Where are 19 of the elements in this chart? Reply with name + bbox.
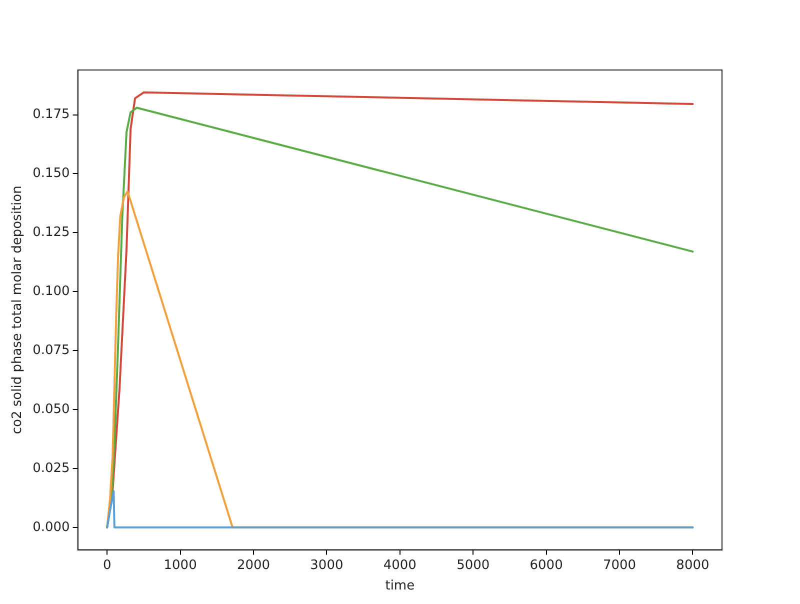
y-tick-label: 0.100 [32,284,70,300]
y-tick-label: 0.075 [32,342,70,358]
x-tick-label: 4000 [383,558,416,573]
x-tick-label: 6000 [530,558,563,573]
x-tick-label: 5000 [456,558,490,573]
x-tick-label: 7000 [602,558,636,573]
y-tick-label: 0.150 [32,166,70,182]
y-tick-label: 0.000 [32,520,70,535]
y-tick-label: 0.175 [32,107,70,122]
y-axis-title: co2 solid phase total molar deposition [10,186,26,434]
x-tick-label: 2000 [236,558,270,573]
x-tick-label: 0 [102,558,112,573]
y-tick-label: 0.025 [32,460,70,476]
x-tick-label: 3000 [310,558,344,573]
y-tick-label: 0.125 [32,225,70,240]
x-axis-title: time [385,578,415,594]
x-tick-label: 8000 [676,558,710,573]
x-tick-label: 1000 [164,558,197,573]
y-tick-label: 0.050 [32,402,70,417]
